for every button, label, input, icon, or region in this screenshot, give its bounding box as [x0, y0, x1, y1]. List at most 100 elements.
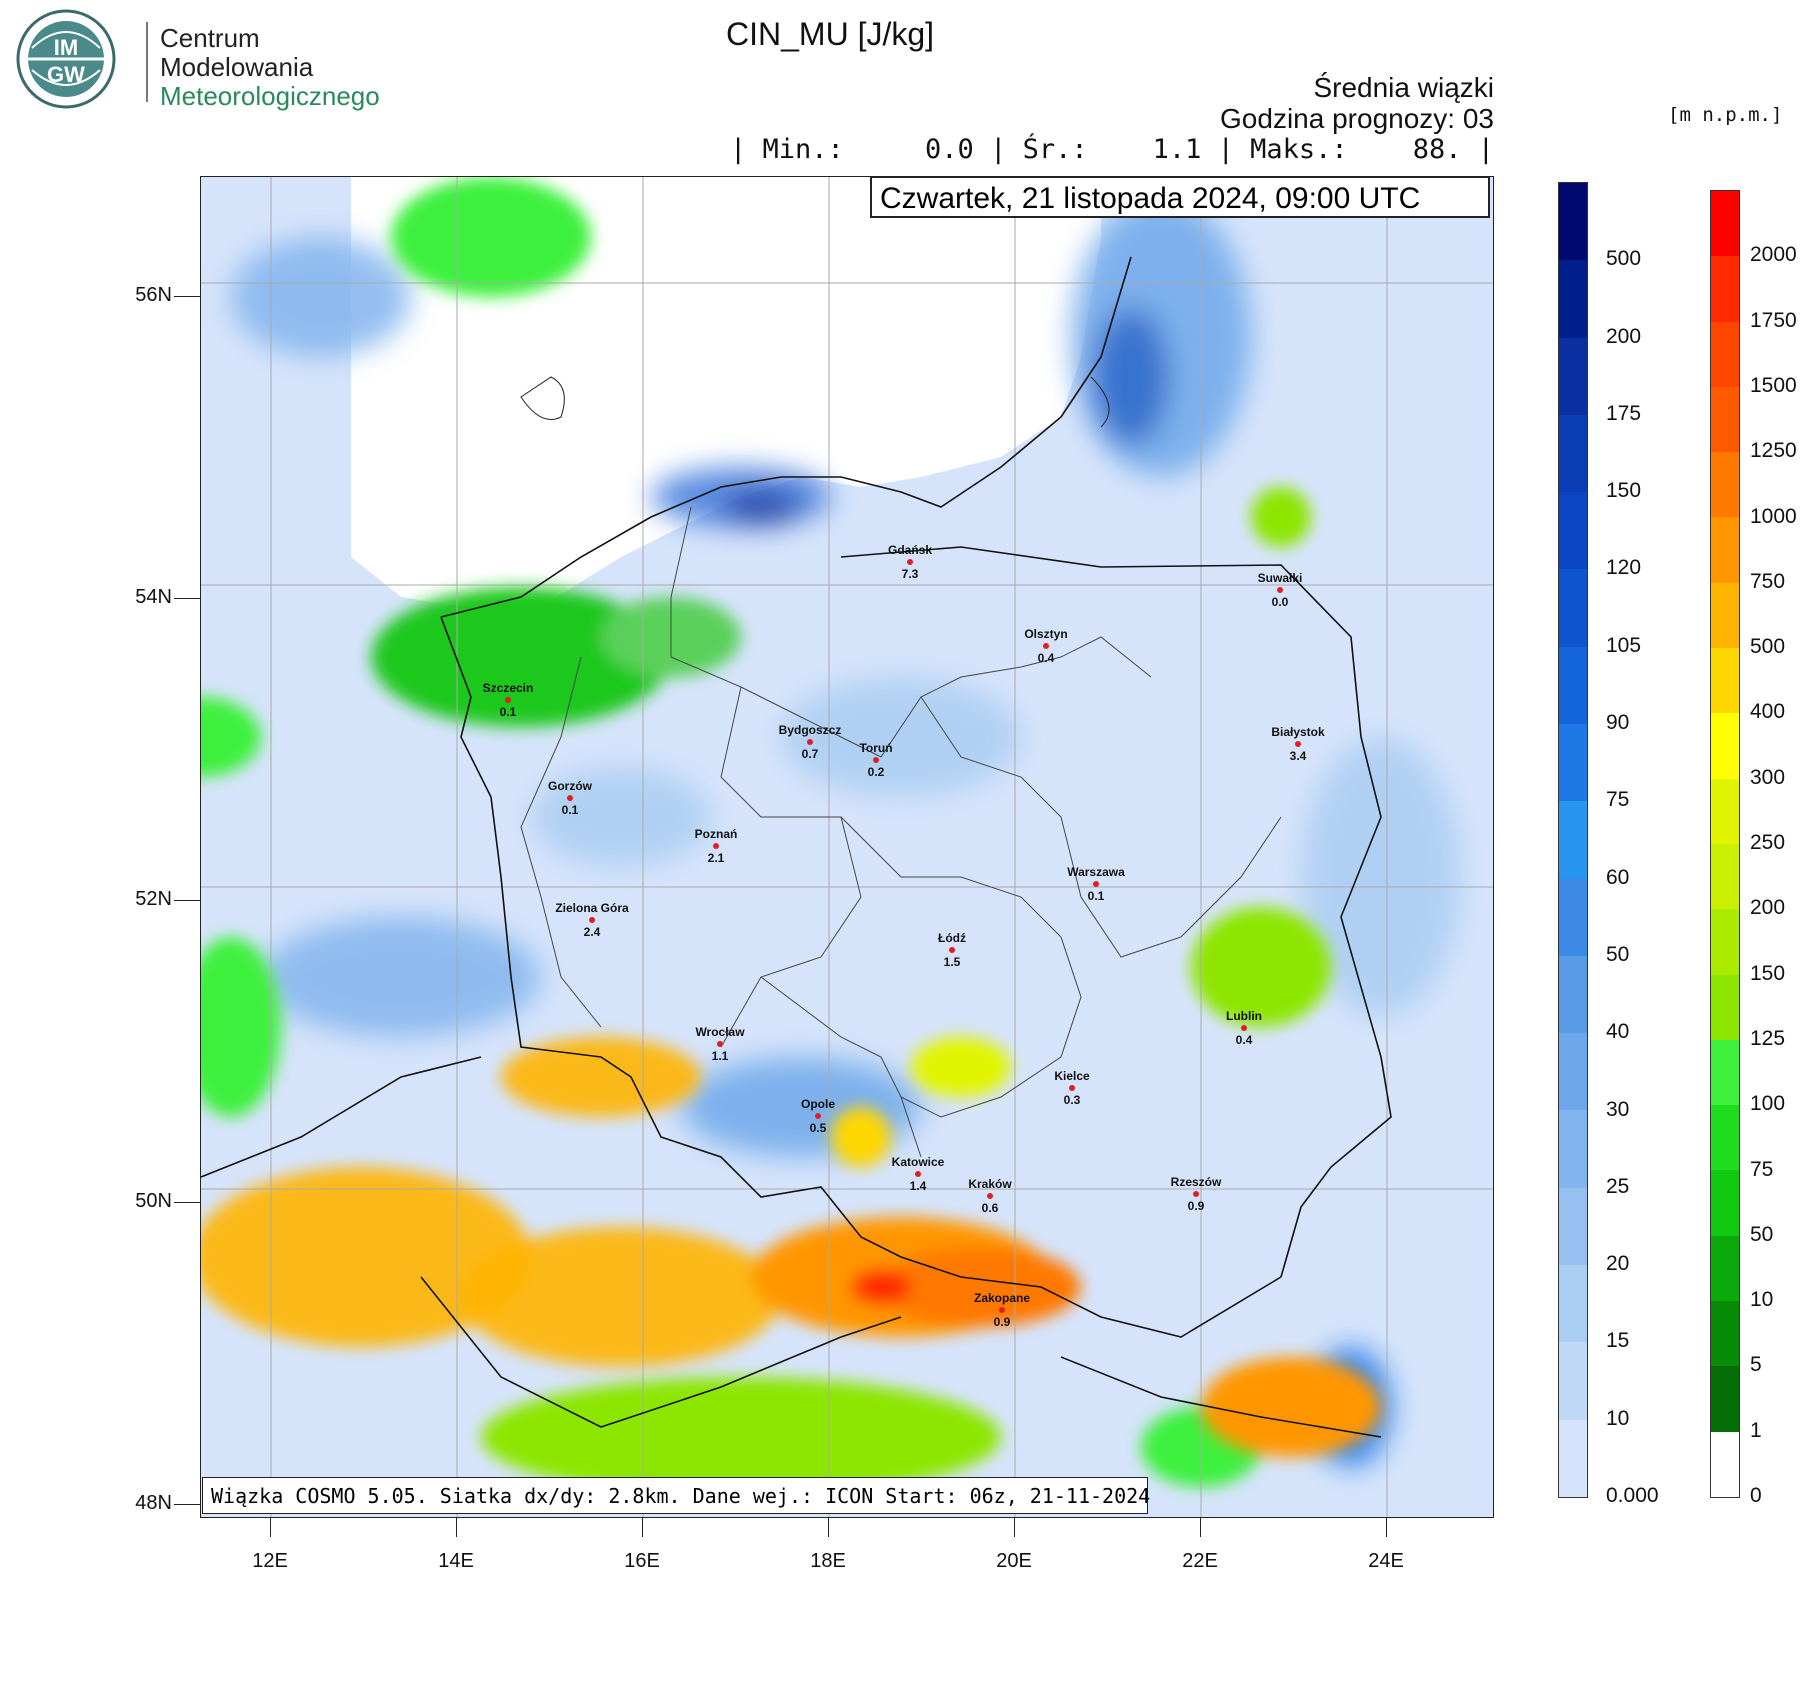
forecast-info: Średnia wiązki Godzina prognozy: 03 | Mi…: [730, 72, 1494, 165]
map-canvas: [201, 177, 1493, 1517]
city-lublin: Lublin 0.4: [1226, 1009, 1262, 1047]
cin-bar-segment: [1559, 569, 1587, 647]
logo-text: Centrum Modelowania Meteorologicznego: [160, 24, 380, 111]
cin-labels-tick: 20: [1606, 1252, 1630, 1276]
subtitle: Średnia wiązki: [1313, 72, 1494, 103]
logo-line-1: Centrum: [160, 23, 260, 53]
cin-labels-tick: 75: [1606, 788, 1630, 812]
forecast-map: [200, 176, 1494, 1518]
h-labels-tick: 50: [1750, 1222, 1774, 1246]
map-title: CIN_MU [J/kg]: [726, 16, 935, 52]
h-bar-segment: [1711, 321, 1739, 387]
height-colorbar: [1710, 190, 1740, 1498]
lat-label-56n: 56N: [135, 284, 172, 306]
lat-label-48n: 48N: [135, 1492, 172, 1514]
h-bar-segment: [1711, 1235, 1739, 1302]
h-bar-segment: [1711, 1301, 1739, 1367]
city-zielona-gora: Zielona Góra 2.4: [555, 901, 629, 939]
city-katowice: Katowice 1.4: [891, 1155, 945, 1193]
cin-bar-segment: [1559, 1187, 1587, 1265]
h-bar-segment: [1711, 909, 1739, 975]
h-bar-segment: [1711, 1431, 1739, 1497]
city-rzeszow: Rzeszów 0.9: [1170, 1175, 1222, 1213]
city-wroclaw: Wrocław 1.1: [695, 1025, 745, 1063]
city-krakow: Kraków 0.6: [968, 1177, 1012, 1215]
h-labels-tick: 100: [1750, 1092, 1786, 1116]
h-bar-segment: [1711, 1105, 1739, 1171]
cin-bar-segment: [1559, 955, 1587, 1034]
lon-label-24e: 24E: [1368, 1550, 1404, 1572]
cin-labels-tick: 90: [1606, 711, 1630, 735]
h-bar-segment: [1711, 256, 1739, 322]
city-poznan: Poznań 2.1: [694, 827, 738, 865]
lon-label-22e: 22E: [1182, 1550, 1218, 1572]
h-bar-segment: [1711, 843, 1739, 910]
cin-labels-tick: 15: [1606, 1329, 1630, 1353]
h-bar-segment: [1711, 191, 1739, 257]
h-labels-tick: 1500: [1750, 373, 1797, 397]
cin-labels-tick: 30: [1606, 1097, 1630, 1121]
lon-label-16e: 16E: [624, 1550, 660, 1572]
h-bar-segment: [1711, 1170, 1739, 1236]
h-bar-segment: [1711, 1366, 1739, 1432]
stats-line: | Min.: 0.0 | Śr.: 1.1 | Maks.: 88. |: [729, 134, 1494, 165]
cin-bar-segment: [1559, 414, 1587, 493]
cin-bar-segment: [1559, 1419, 1587, 1497]
city-szczecin: Szczecin 0.1: [482, 681, 534, 719]
imgw-emblem-icon: IM GW: [16, 9, 116, 109]
cin-bar-segment: [1559, 801, 1587, 879]
h-labels-tick: 1000: [1750, 504, 1797, 528]
logo: IM GW Centrum Modelowania Meteorologiczn…: [10, 8, 380, 114]
h-bar-segment: [1711, 452, 1739, 518]
city-zakopane: Zakopane 0.9: [973, 1291, 1030, 1329]
lat-label-50n: 50N: [135, 1190, 172, 1212]
city-torun: Toruń 0.2: [859, 741, 893, 779]
h-bar-segment: [1711, 582, 1739, 649]
h-bar-segment: [1711, 648, 1739, 714]
h-bar-segment: [1711, 386, 1739, 453]
lon-label-12e: 12E: [252, 1550, 288, 1572]
h-bar-segment: [1711, 713, 1739, 779]
h-labels-tick: 125: [1750, 1026, 1786, 1050]
cin-bar-segment: [1559, 1033, 1587, 1111]
cin-bar-segment: [1559, 337, 1587, 415]
cin-labels-tick: 200: [1606, 324, 1642, 348]
city-bydgoszcz: Bydgoszcz 0.7: [778, 723, 842, 761]
cin-labels-tick: 50: [1606, 942, 1630, 966]
cin-bar-segment: [1559, 492, 1587, 570]
city-suwalki: Suwałki 0.0: [1257, 571, 1303, 609]
graticule: [201, 177, 1493, 1517]
cin-labels-tick: 60: [1606, 865, 1630, 889]
cin-labels-tick: 10: [1606, 1406, 1630, 1430]
h-labels-tick: 1750: [1750, 308, 1797, 332]
cin-labels-tick: 105: [1606, 633, 1642, 657]
lat-label-54n: 54N: [135, 586, 172, 608]
borders: [201, 256, 1392, 1438]
h-bar-segment: [1711, 517, 1739, 583]
lon-label-14e: 14E: [438, 1550, 474, 1572]
h-labels-tick: 150: [1750, 961, 1786, 985]
lon-label-20e: 20E: [996, 1550, 1032, 1572]
cin-bar-segment: [1559, 878, 1587, 956]
cin-labels-tick: 150: [1606, 479, 1642, 503]
voivodeship-borders: [520, 506, 1282, 1158]
h-labels-tick: 1: [1750, 1418, 1762, 1442]
lat-label-52n: 52N: [135, 888, 172, 910]
h-labels-tick: 400: [1750, 700, 1786, 724]
h-labels-tick: 0: [1750, 1484, 1762, 1507]
city-warszawa: Warszawa 0.1: [1067, 865, 1125, 903]
lon-label-18e: 18E: [810, 1550, 846, 1572]
cin-labels-tick: 25: [1606, 1174, 1630, 1198]
h-bar-segment: [1711, 778, 1739, 844]
h-labels-tick: 1250: [1750, 439, 1797, 463]
h-labels-tick: 300: [1750, 765, 1786, 789]
h-bar-segment: [1711, 1039, 1739, 1106]
cin-bar-segment: [1559, 1342, 1587, 1420]
city-kielce: Kielce 0.3: [1054, 1069, 1090, 1107]
cin-colorbar: [1558, 182, 1588, 1498]
logo-line-3: Meteorologicznego: [160, 81, 380, 111]
svg-text:GW: GW: [47, 62, 85, 87]
city-lodz: Łódź 1.5: [938, 931, 966, 969]
h-labels-tick: 2000: [1750, 243, 1797, 267]
h-labels-tick: 10: [1750, 1288, 1774, 1312]
